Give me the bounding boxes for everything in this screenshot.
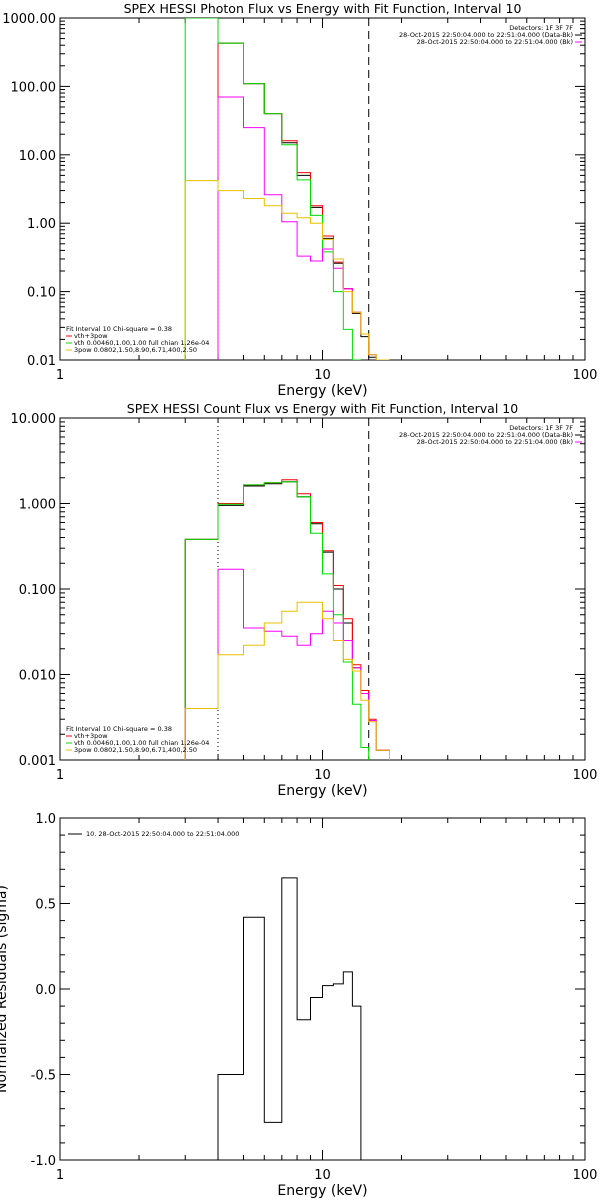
header-line: 28-Oct-2015 22:50:04.000 to 22:51:04.000… — [417, 38, 573, 46]
series-line-4 — [184, 180, 390, 360]
panel-photon-flux: SPEX HESSI Photon Flux vs Energy with Fi… — [2, 1, 597, 399]
y-tick-label: 10.00 — [19, 149, 56, 164]
series-line-3 — [217, 96, 377, 360]
x-tick-label: 1 — [56, 768, 64, 783]
y-tick-label: 0.01 — [27, 354, 56, 369]
panel-count-flux: SPEX HESSI Count Flux vs Energy with Fit… — [11, 401, 598, 799]
series-line-2 — [184, 481, 370, 760]
y-tick-label: 0.0 — [35, 983, 56, 998]
series-line-0 — [217, 877, 362, 1160]
series-line-4 — [184, 601, 390, 760]
legend-entry: vth 0.00460,1.00,1.00 full chian 1.26e-0… — [74, 339, 209, 347]
legend-entry: vth+3pow — [74, 732, 108, 740]
y-tick-label: 100.00 — [11, 80, 57, 95]
x-axis-label: Energy (keV) — [277, 1183, 367, 1199]
x-tick-label: 10 — [314, 368, 331, 383]
legend-entry: vth+3pow — [74, 332, 108, 340]
legend-entry: Fit Interval 10 Chi-square = 0.38 — [66, 325, 172, 333]
data-series-group — [184, 479, 390, 760]
y-tick-label: 1.000 — [19, 498, 56, 513]
x-axis-label: Energy (keV) — [277, 383, 367, 399]
data-series-group — [217, 877, 362, 1160]
x-tick-label: 10 — [314, 768, 331, 783]
y-tick-label: 0.10 — [27, 286, 56, 301]
x-tick-label: 100 — [573, 768, 598, 783]
header-line: 28-Oct-2015 22:50:04.000 to 22:51:04.000… — [417, 438, 573, 446]
y-tick-label: 1.00 — [27, 217, 56, 232]
panel-residuals: 1 10 100 -1.0 -0.5 0.0 0.5 1.0 Energy (keV) Norma… — [0, 812, 597, 1199]
y-tick-label: -1.0 — [31, 1154, 56, 1169]
x-axis-label: Energy (keV) — [277, 783, 367, 799]
y-tick-label: 1.0 — [35, 812, 56, 827]
legend-entry: Fit Interval 10 Chi-square = 0.38 — [66, 725, 172, 733]
y-tick-label: 10.000 — [11, 412, 57, 427]
legend-entry: 10. 28-Oct-2015 22:50:04.000 to 22:51:04… — [86, 830, 239, 838]
x-tick-label: 10 — [314, 1168, 331, 1183]
y-tick-label: 0.5 — [35, 898, 56, 913]
header-line: 28-Oct-2015 22:50:04.000 to 22:51:04.000… — [399, 31, 573, 39]
data-series-group — [184, 18, 390, 360]
legend-entry: vth 0.00460,1.00,1.00 full chian 1.26e-0… — [74, 739, 209, 747]
y-tick-label: -0.5 — [31, 1069, 56, 1084]
legend-entry: 3pow 0.0802,1.50,8.90,6.71,400,2.50 — [74, 746, 197, 754]
plot-frame — [59, 17, 586, 361]
chart-title: SPEX HESSI Count Flux vs Energy with Fit… — [127, 401, 518, 416]
x-tick-label: 100 — [573, 1168, 598, 1183]
y-tick-label: 1000.00 — [2, 12, 56, 27]
series-line-2 — [184, 18, 361, 360]
y-tick-label: 0.100 — [19, 583, 56, 598]
x-tick-label: 1 — [56, 1168, 64, 1183]
x-tick-label: 1 — [56, 368, 64, 383]
series-line-3 — [184, 568, 390, 760]
series-line-0 — [184, 481, 390, 760]
y-tick-label: 0.010 — [19, 669, 56, 684]
y-tick-label: 0.001 — [19, 754, 56, 769]
x-tick-label: 100 — [573, 368, 598, 383]
plot-frame — [59, 417, 586, 761]
legend-entry: 3pow 0.0802,1.50,8.90,6.71,400,2.50 — [74, 346, 197, 354]
y-axis-label: Normalized Residuals (sigma) — [0, 885, 10, 1093]
header-line: 28-Oct-2015 22:50:04.000 to 22:51:04.000… — [399, 431, 573, 439]
header-line: Detectors: 1F 3F 7F — [509, 424, 573, 432]
chart-title: SPEX HESSI Photon Flux vs Energy with Fi… — [124, 1, 522, 16]
header-line: Detectors: 1F 3F 7F — [509, 24, 573, 32]
series-line-1 — [184, 479, 390, 760]
